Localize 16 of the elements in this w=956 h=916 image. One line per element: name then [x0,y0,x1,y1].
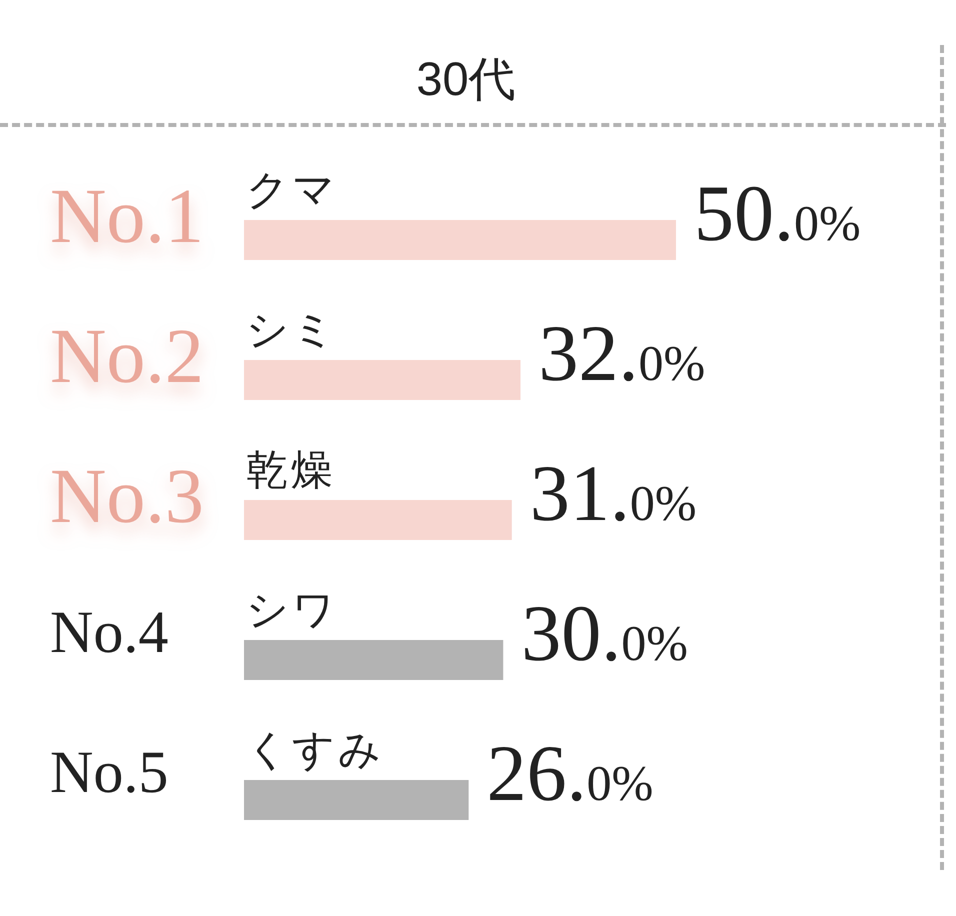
data-label: 26.0% [486,730,654,818]
text: No.5 [50,739,168,805]
y-tick-label: クマ [246,168,338,214]
text: No.1 [50,172,204,259]
data-label: 32.0% [538,310,706,398]
y-tick-label: シミ [246,308,338,354]
y-tick-label: 乾燥 [246,448,336,494]
text: No.2 [50,312,204,399]
y-tick-label: シワ [246,588,338,634]
data-label: 50.0% [694,170,861,258]
data-label: 30.0% [521,590,688,678]
y-tick-label: くすみ [246,728,384,774]
text: No.4 [50,599,168,665]
data-label: 31.0% [530,450,696,538]
title: 30代 [416,52,516,105]
text: No.3 [50,452,204,539]
